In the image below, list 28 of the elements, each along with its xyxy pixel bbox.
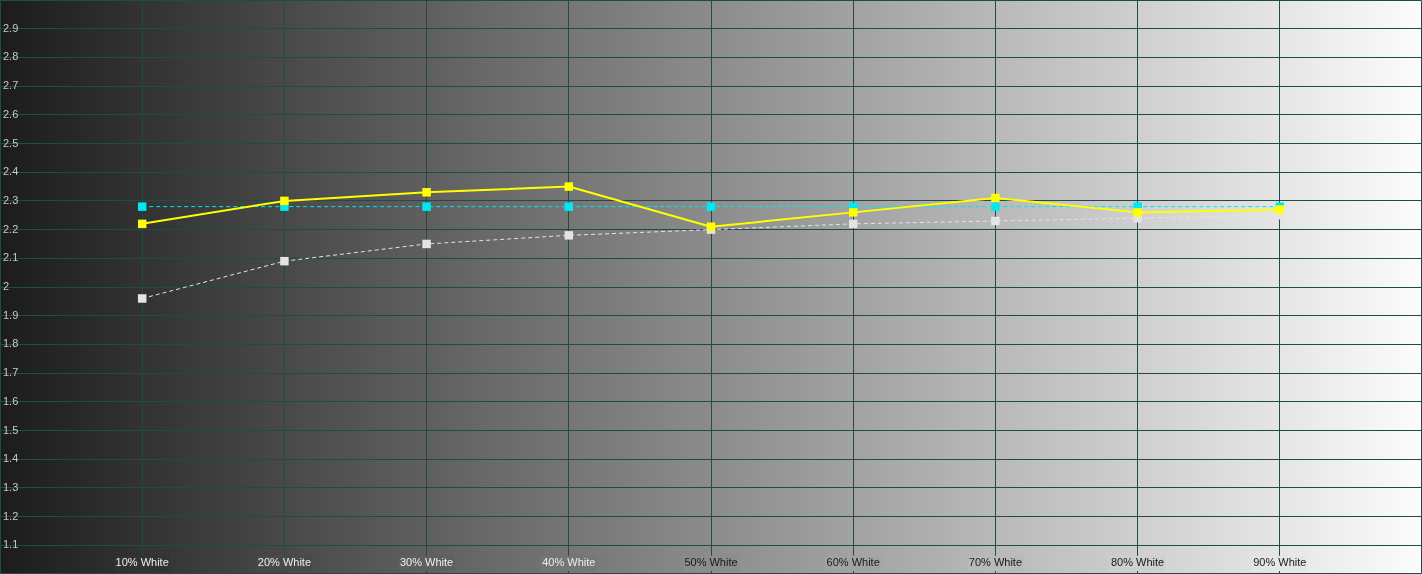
x-tick-label: 80% White <box>1111 556 1165 569</box>
x-tick-label: 10% White <box>115 556 169 569</box>
y-tick-label: 1.5 <box>3 423 19 436</box>
y-tick-label: 2.4 <box>3 165 19 178</box>
y-tick-label: 2.2 <box>3 222 19 235</box>
x-tick-label: 20% White <box>257 556 311 569</box>
y-tick-label: 2.1 <box>3 251 19 264</box>
y-tick-label: 1.4 <box>3 452 19 465</box>
y-tick-label: 2.9 <box>3 21 19 34</box>
x-tick-label: 70% White <box>968 556 1022 569</box>
y-tick-label: 1.3 <box>3 480 19 493</box>
x-tick-label: 60% White <box>826 556 880 569</box>
x-tick-label: 50% White <box>684 556 738 569</box>
y-tick-label: 1.7 <box>3 366 19 379</box>
y-tick-label: 2 <box>3 280 10 293</box>
y-tick-label: 1.2 <box>3 509 19 522</box>
y-tick-label: 1.6 <box>3 394 19 407</box>
x-tick-label: 30% White <box>400 556 454 569</box>
x-tick-label: 40% White <box>542 556 596 569</box>
y-tick-label: 1.1 <box>3 538 19 551</box>
y-tick-label: 1.8 <box>3 337 19 350</box>
x-tick-label: 90% White <box>1253 556 1307 569</box>
y-tick-label: 1.9 <box>3 308 19 321</box>
y-tick-label: 2.3 <box>3 193 19 206</box>
y-tick-label: 2.8 <box>3 50 19 63</box>
y-tick-label: 2.7 <box>3 79 19 92</box>
y-tick-label: 2.5 <box>3 136 19 149</box>
y-tick-label: 2.6 <box>3 107 19 120</box>
